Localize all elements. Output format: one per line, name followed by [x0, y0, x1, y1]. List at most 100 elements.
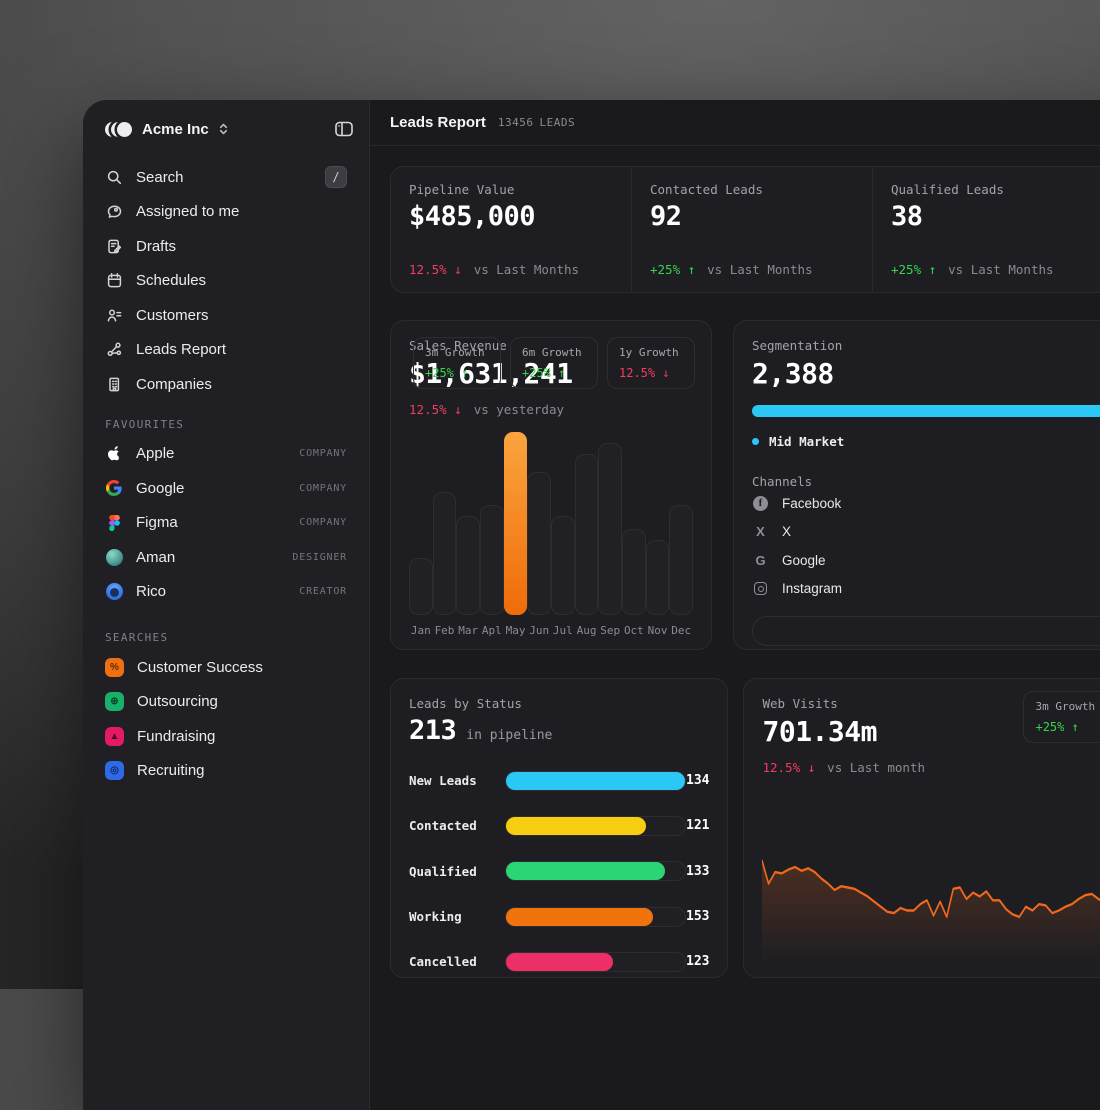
page-title: Leads Report [390, 114, 486, 131]
status-label: Qualified [409, 863, 477, 879]
bar-column: Feb [432, 432, 457, 637]
bar[interactable] [622, 529, 646, 615]
bar-month-label: Nov [647, 624, 668, 637]
status-row: Cancelled 123 [409, 939, 709, 984]
status-row: Contacted 121 [409, 803, 709, 848]
bar[interactable] [432, 492, 457, 615]
bar[interactable] [551, 516, 575, 615]
status-value: 153 [686, 909, 710, 925]
bar-month-label: Aug [576, 624, 597, 637]
channel-item-facebook[interactable]: f Facebook [752, 489, 1100, 518]
growth-chip: 1y Growth 12.5% ↓ [607, 337, 695, 389]
growth-chip-value: 12.5% ↓ [619, 366, 670, 380]
bar-column: Sep [598, 432, 623, 637]
bar[interactable] [503, 432, 528, 615]
search-icon [105, 168, 123, 186]
bar-month-label: Feb [434, 624, 455, 637]
leads-by-status-card: Leads by Status 213 in pipeline New Lead… [390, 678, 729, 978]
bar[interactable] [645, 539, 670, 615]
saved-search-fundraising[interactable]: ▲ Fundraising [99, 719, 353, 754]
topbar: Leads Report 13456 LEADS [370, 100, 1100, 146]
channel-item-google[interactable]: G Google [752, 546, 1100, 575]
segmentation-legend: Mid Market [752, 434, 1100, 449]
sidebar-item-schedules[interactable]: Schedules [99, 264, 353, 299]
kpi-label: Pipeline Value [409, 182, 515, 197]
avatar-rico [105, 583, 123, 601]
sidebar-item-customers[interactable]: Customers [99, 298, 353, 333]
workspace-switcher[interactable]: Acme Inc [99, 112, 353, 146]
searches-section-label: SEARCHES [105, 631, 169, 644]
saved-search-customer-success[interactable]: % Customer Success [99, 650, 353, 685]
kpi-stats-row: Pipeline Value $485,000 12.5% ↓ vs Last … [390, 166, 1100, 293]
sidebar-item-drafts[interactable]: Drafts [99, 229, 353, 264]
acme-logo-icon [105, 121, 132, 137]
segment-label: Mid Market [769, 434, 845, 449]
sidebar-item-leads-report[interactable]: Leads Report [99, 333, 353, 368]
sidebar-item-search[interactable]: Search / [99, 160, 353, 195]
sidebar-toggle-icon[interactable] [335, 121, 353, 137]
leads-report-icon [105, 341, 123, 359]
kpi-stat-cell: Qualified Leads 38 +25% ↑ vs Last Months [872, 167, 1100, 292]
status-label: Contacted [409, 818, 477, 834]
channel-item-instagram[interactable]: Instagram [752, 575, 1100, 604]
saved-search-outsourcing[interactable]: ⊕ Outsourcing [99, 685, 353, 720]
kpi-delta: 12.5% ↓ [409, 262, 462, 277]
bar[interactable] [456, 516, 481, 615]
app-window: Acme Inc Search / Assigned to me Drafts … [83, 100, 1100, 1110]
status-label: New Leads [409, 773, 477, 789]
favourite-item-google[interactable]: Google COMPANY [99, 471, 353, 506]
growth-chips: 3m Growth +25% ↑ 6m Growth +25% ↑ 1y Gro… [413, 337, 695, 389]
status-row: New Leads 134 [409, 758, 709, 803]
leads-count-label: LEADS [539, 116, 576, 129]
kpi-compare: vs Last Months [707, 262, 813, 277]
bar[interactable] [409, 558, 433, 615]
favourite-item-figma[interactable]: Figma COMPANY [99, 506, 353, 541]
sidebar-item-assigned-to-me[interactable]: Assigned to me [99, 195, 353, 230]
saved-search-recruiting[interactable]: ◎ Recruiting [99, 754, 353, 789]
bar[interactable] [527, 472, 552, 615]
recruiting-icon: ◎ [105, 761, 124, 781]
workspace-name: Acme Inc [142, 120, 209, 138]
bar[interactable] [598, 442, 623, 615]
segmentation-action-pill[interactable] [752, 616, 1100, 646]
status-fill [506, 862, 666, 881]
status-fill [506, 816, 646, 835]
bar-month-label: May [505, 624, 526, 637]
status-fill [506, 952, 614, 971]
x-icon: X [756, 524, 765, 540]
kpi-compare: vs Last Months [473, 262, 580, 277]
bar-month-label: Sep [600, 624, 621, 637]
chevron-up-down-icon[interactable] [217, 122, 230, 136]
web-chip-label: 3m Growth [1035, 700, 1096, 713]
kpi-value: $485,000 [409, 201, 536, 232]
customers-icon [105, 306, 123, 324]
bar-column: May [503, 432, 528, 637]
status-value: 121 [686, 818, 710, 834]
favourite-tag: COMPANY [299, 482, 347, 494]
sidebar-item-companies[interactable]: Companies [99, 367, 353, 402]
kpi-value: 92 [650, 201, 682, 232]
revenue-bar-chart: Jan Feb Mar Apl May Jun Jul Aug Sep Oct … [409, 432, 694, 637]
web-chip-value: +25% ↑ [1035, 720, 1079, 734]
web-visits-value: 701.34m [762, 715, 877, 748]
channel-item-x[interactable]: X X [752, 518, 1100, 547]
segmentation-title: Segmentation [752, 338, 843, 353]
segmentation-value: 2,388 [752, 357, 834, 390]
channels-label: Channels [752, 474, 813, 489]
web-visits-title: Web Visits [762, 696, 838, 711]
sales-revenue-delta-row: 12.5% ↓ vs yesterday [409, 402, 693, 417]
favourite-item-apple[interactable]: Apple COMPANY [99, 437, 353, 472]
favourite-tag: CREATOR [299, 586, 347, 598]
status-track [505, 906, 686, 927]
bar-month-label: Jan [410, 624, 431, 637]
favourite-item-aman[interactable]: Aman DESIGNER [99, 540, 353, 575]
bar[interactable] [669, 505, 694, 615]
dashboard-content: Pipeline Value $485,000 12.5% ↓ vs Last … [370, 146, 1100, 998]
bar[interactable] [480, 505, 504, 615]
status-row: Working 153 [409, 894, 709, 939]
status-value: 134 [686, 773, 710, 789]
favourite-item-rico[interactable]: Rico CREATOR [99, 575, 353, 610]
bar[interactable] [574, 453, 599, 615]
status-bars-list: New Leads 134 Contacted 121 Qualified 13… [409, 758, 709, 984]
customer-success-icon: % [105, 657, 124, 677]
